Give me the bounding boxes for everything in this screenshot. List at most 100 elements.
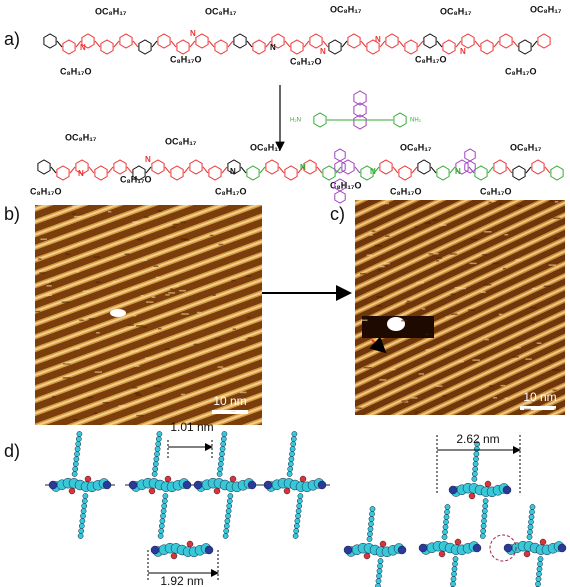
texture [502, 267, 507, 270]
texture [434, 252, 439, 255]
texture [73, 215, 82, 218]
atom-model [450, 581, 456, 587]
texture [88, 318, 95, 320]
atom-model [290, 436, 297, 442]
ring [290, 39, 304, 55]
atom-model [48, 480, 58, 490]
texture [132, 286, 138, 289]
bond [202, 166, 209, 174]
texture [554, 408, 559, 411]
bond [373, 166, 380, 174]
atom-model [78, 523, 85, 529]
texture [498, 203, 503, 205]
atom: N [230, 167, 236, 176]
atom-model [287, 466, 294, 472]
texture [493, 397, 498, 399]
texture [183, 239, 190, 241]
texture [132, 314, 137, 317]
scale-bar [520, 406, 556, 410]
panel-label: a) [4, 29, 20, 49]
ring [214, 39, 228, 55]
atom-model [418, 543, 428, 553]
atom-model [293, 523, 300, 529]
atom-model [218, 456, 225, 462]
bond [151, 40, 158, 48]
ring [252, 39, 266, 55]
texture [525, 358, 532, 360]
bond [75, 40, 82, 48]
atom-model [74, 446, 81, 452]
ring [43, 33, 57, 49]
atom-model [539, 538, 547, 546]
texture [406, 300, 411, 303]
bond [531, 40, 538, 48]
atom-model [153, 456, 160, 462]
texture [401, 319, 408, 322]
atom-model [102, 480, 112, 490]
texture [401, 400, 407, 402]
atom-model [219, 451, 225, 457]
texture [118, 405, 126, 407]
bond [341, 40, 348, 48]
texture [488, 201, 492, 204]
atom-model [182, 480, 192, 490]
texture [484, 338, 489, 341]
ring [480, 39, 494, 55]
atom-model [473, 446, 480, 452]
atom-model [535, 581, 541, 587]
atom-model [75, 436, 82, 442]
ring [537, 33, 551, 49]
texture [416, 281, 425, 284]
bond [512, 40, 519, 48]
texture [363, 366, 372, 369]
bond [221, 166, 228, 174]
atom-model [160, 508, 167, 514]
texture [484, 231, 492, 233]
atom-model [154, 446, 161, 452]
bond [297, 166, 304, 174]
atom-model [297, 493, 304, 499]
bond [449, 166, 456, 174]
bond [208, 40, 215, 48]
texture [96, 332, 100, 334]
ring [138, 39, 152, 55]
bond [303, 40, 310, 48]
atom-model [160, 513, 166, 519]
bond [436, 40, 443, 48]
ring [353, 102, 367, 118]
texture [127, 324, 135, 326]
texture [449, 253, 457, 255]
atom-model [481, 508, 488, 514]
atom-model [448, 485, 458, 495]
texture [385, 235, 390, 237]
atom-model [161, 498, 168, 504]
atom-model [157, 533, 164, 539]
texture [442, 395, 447, 397]
substituent: C₈H₁₇O [170, 54, 202, 64]
texture [515, 259, 522, 261]
atom-model [152, 466, 159, 472]
atom-model [225, 513, 231, 519]
texture [411, 397, 418, 399]
bond [278, 166, 285, 174]
atom-model [213, 487, 221, 495]
atom-model [369, 511, 375, 517]
substituent: OC₈H₁₇ [440, 6, 472, 16]
substituent: C₈H₁₇O [60, 66, 92, 76]
texture [155, 276, 160, 279]
texture [52, 396, 56, 398]
texture [144, 216, 149, 218]
texture [179, 289, 186, 292]
texture [432, 219, 439, 221]
atom-model [397, 545, 407, 555]
bond [455, 40, 462, 48]
substituent: OC₈H₁₇ [330, 4, 362, 14]
substituent: OC₈H₁₇ [165, 136, 197, 146]
texture [454, 286, 461, 289]
texture [462, 399, 467, 402]
ring [423, 33, 437, 49]
ring [271, 33, 285, 49]
bond [183, 166, 190, 174]
substituent: C₈H₁₇O [390, 186, 422, 196]
ring [360, 165, 374, 181]
